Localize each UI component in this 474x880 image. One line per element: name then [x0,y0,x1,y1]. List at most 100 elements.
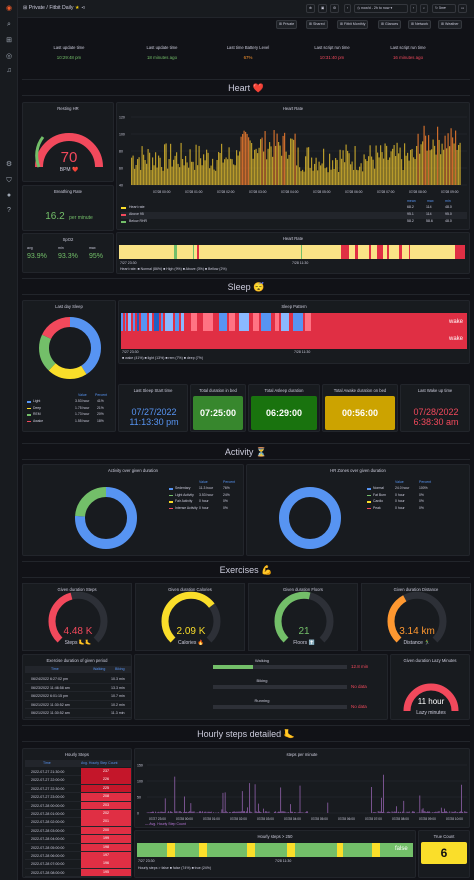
heart-rate-bar [258,147,260,185]
heart-rate-bar [266,159,268,185]
row-sleep[interactable]: Sleep 😴 [22,278,470,295]
heart-rate-bar [368,156,370,185]
tv-mode-button[interactable]: ▭ [458,4,468,13]
row-exercises[interactable]: Exercises 💪 [22,561,470,578]
x-tick-label: 07/28 04:00 [284,817,301,821]
panel-gauge: Given duration Steps 4.48 K Steps 🦶🦶 [22,583,132,651]
legend-swatch [169,494,173,496]
heart-rate-bar [396,142,398,185]
legend-value: 0 hour [199,499,209,503]
heart-rate-bar [344,162,346,185]
heart-rate-bar [336,159,338,185]
heart-rate-bar [317,170,319,185]
explore-icon[interactable]: ◎ [5,53,13,60]
time-range-picker[interactable]: ◷ now/d - 2h to now ▾ [354,4,408,13]
panel-resting-hr: Resting HR 70 BPM ❤️ [22,102,114,182]
heart-rate-bar [161,167,163,185]
help-icon[interactable]: ? [7,207,11,214]
y-tick-label: 100 [137,780,143,784]
legend-name: Heart rate [129,205,145,209]
heart-rate-bar [377,152,379,185]
legend-swatch [169,501,173,503]
row-hourly-steps[interactable]: Hourly steps detailed 🦶 [22,725,470,742]
heart-rate-bar [437,126,439,185]
sleep-stage-segment [128,313,131,331]
heart-rate-bar [267,148,269,185]
cell-duration: 13.3 min [111,685,125,690]
heart-rate-bar [363,154,365,185]
breadcrumb-folder[interactable]: Private [28,5,45,11]
legend-name: Below RHR [129,219,148,223]
cell-step-count: 225 [81,784,131,793]
heart-rate-bar [221,143,223,185]
state-segment-true [167,843,175,857]
link-fitbit-monthly[interactable]: ⊞ Fitbit Monthly [337,20,369,29]
heart-rate-bar [359,166,361,185]
cell-step-count: 199 [81,835,131,843]
x-tick-label: 07/28 00:00 [176,817,193,821]
add-panel-button[interactable]: ⊕ [306,4,316,13]
share-icon[interactable]: ⋖ [81,5,86,11]
legend-row: Fair Activity 0 hour 0% [169,499,241,506]
sleep-stage-segment [253,313,259,331]
heart-rate-bar [167,168,169,185]
sleep-stage-segment [125,313,126,331]
legend-name: Normal [373,486,384,490]
row-activity[interactable]: Activity ⏳ [22,443,470,460]
row-heart[interactable]: Heart ❤️ [22,79,470,96]
panel-last-sleep-start: Last Sleep Start time 07/27/2022 11:13:3… [118,384,188,432]
heart-rate-bar [398,153,400,185]
dashboards-icon[interactable]: ⊞ [6,37,12,44]
stat-last-update-time: Last update time 10:29:48 pm [53,45,85,60]
cell-step-count: 201 [81,818,131,826]
sleep-stage-segment [219,313,227,331]
legend-name: Above 95 [129,212,144,216]
y-tick-label: 80 [119,150,123,154]
link-private[interactable]: ⊞ Private [276,20,298,29]
star-icon[interactable]: ★ [74,5,80,11]
settings-gear-icon[interactable]: ⚙ [5,161,13,168]
table-row: 2022-07-28 05:00:00 198 [25,843,131,852]
user-avatar-icon[interactable]: ● [6,192,12,199]
legend-value: 48.0 [445,219,452,223]
legend-value: 3.53 hour [199,492,214,497]
link-glances[interactable]: ⊞ Glances [378,20,402,29]
legend-percent: 24% [223,492,230,497]
heart-rate-bar [401,159,403,185]
link-shared[interactable]: ⊞ Shared [306,20,328,29]
grafana-logo-icon[interactable]: ◉ [5,5,13,12]
time-shift-back-button[interactable]: ‹ [344,4,352,13]
cell-duration: 10.3 min [111,677,125,681]
legend-percent: 100% [419,486,428,490]
table-row: 2022-07-28 04:00:00 199 [25,835,131,844]
breadcrumb-dashboard[interactable]: Fitbit Daily [49,5,74,11]
legend-row: Light Activity 3.53 hour 24% [169,493,241,500]
search-icon[interactable]: ⌕ [7,21,11,28]
dashboard-settings-button[interactable]: ⚙ [330,4,340,13]
sleep-stage-segment [203,313,213,331]
heart-rate-bar [440,154,442,185]
time-shift-forward-button[interactable]: › [410,4,418,13]
exercise-table-body: 06/24/2022 6:27:02 pm 10.3 min 06/23/2022 … [25,675,131,718]
gauge-unit: Calories 🔥 [178,640,204,646]
heart-rate-bar [389,157,391,185]
legend-name: Fat Burn [373,492,387,497]
link-network[interactable]: ⊞ Network [408,20,432,29]
heart-rate-bar [210,165,212,185]
shield-icon[interactable]: ⛉ [6,177,12,184]
heart-rate-bar [153,165,155,185]
save-dashboard-button[interactable]: ▣ [318,4,328,13]
panel-steps-per-minute: steps per minute 150 100 50 0 07/27 23:00 07/… [134,748,470,828]
refresh-button[interactable]: ↻ 5m▾ [432,4,456,13]
heart-rate-bar [318,161,320,185]
heart-rate-bar [218,151,220,185]
panel-sleep-pattern: Sleep Pattern wake wake 7/27 23:30 7/28 … [118,300,470,364]
heart-rate-bar [308,147,310,185]
zoom-out-button[interactable]: ⌕ [420,4,429,13]
steps-per-minute-chart: 150 100 50 0 07/27 23:00 07/28 00:00 07/28 01:… [137,764,468,821]
heart-rate-bar [362,171,364,185]
link-weather[interactable]: ⊞ Weather [438,20,462,29]
alerting-icon[interactable]: ♫ [6,67,12,74]
state-segment [355,245,358,259]
bar-track [213,665,347,669]
